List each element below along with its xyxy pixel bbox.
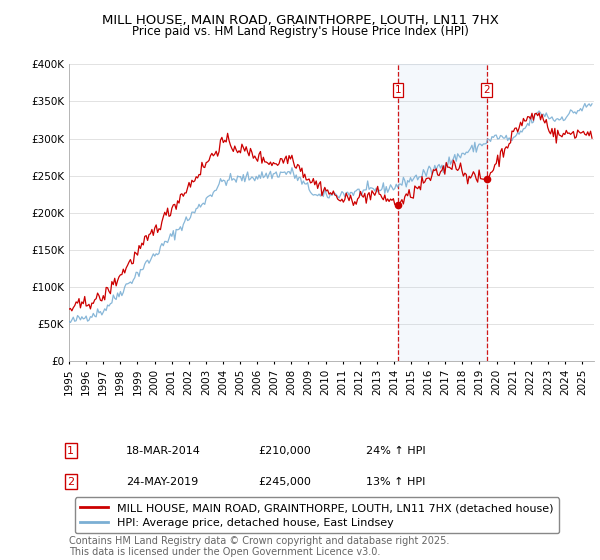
Text: 1: 1 [67,446,74,456]
Text: £245,000: £245,000 [258,477,311,487]
Text: 2: 2 [483,85,490,95]
Text: Contains HM Land Registry data © Crown copyright and database right 2025.
This d: Contains HM Land Registry data © Crown c… [69,535,449,557]
Text: 13% ↑ HPI: 13% ↑ HPI [366,477,425,487]
Text: 2: 2 [67,477,74,487]
Legend: MILL HOUSE, MAIN ROAD, GRAINTHORPE, LOUTH, LN11 7HX (detached house), HPI: Avera: MILL HOUSE, MAIN ROAD, GRAINTHORPE, LOUT… [74,497,559,533]
Text: MILL HOUSE, MAIN ROAD, GRAINTHORPE, LOUTH, LN11 7HX: MILL HOUSE, MAIN ROAD, GRAINTHORPE, LOUT… [101,14,499,27]
Text: 24% ↑ HPI: 24% ↑ HPI [366,446,425,456]
Text: Price paid vs. HM Land Registry's House Price Index (HPI): Price paid vs. HM Land Registry's House … [131,25,469,38]
Text: 24-MAY-2019: 24-MAY-2019 [126,477,198,487]
Bar [398,64,487,361]
Text: £210,000: £210,000 [258,446,311,456]
Text: 18-MAR-2014: 18-MAR-2014 [126,446,201,456]
Text: 1: 1 [395,85,401,95]
